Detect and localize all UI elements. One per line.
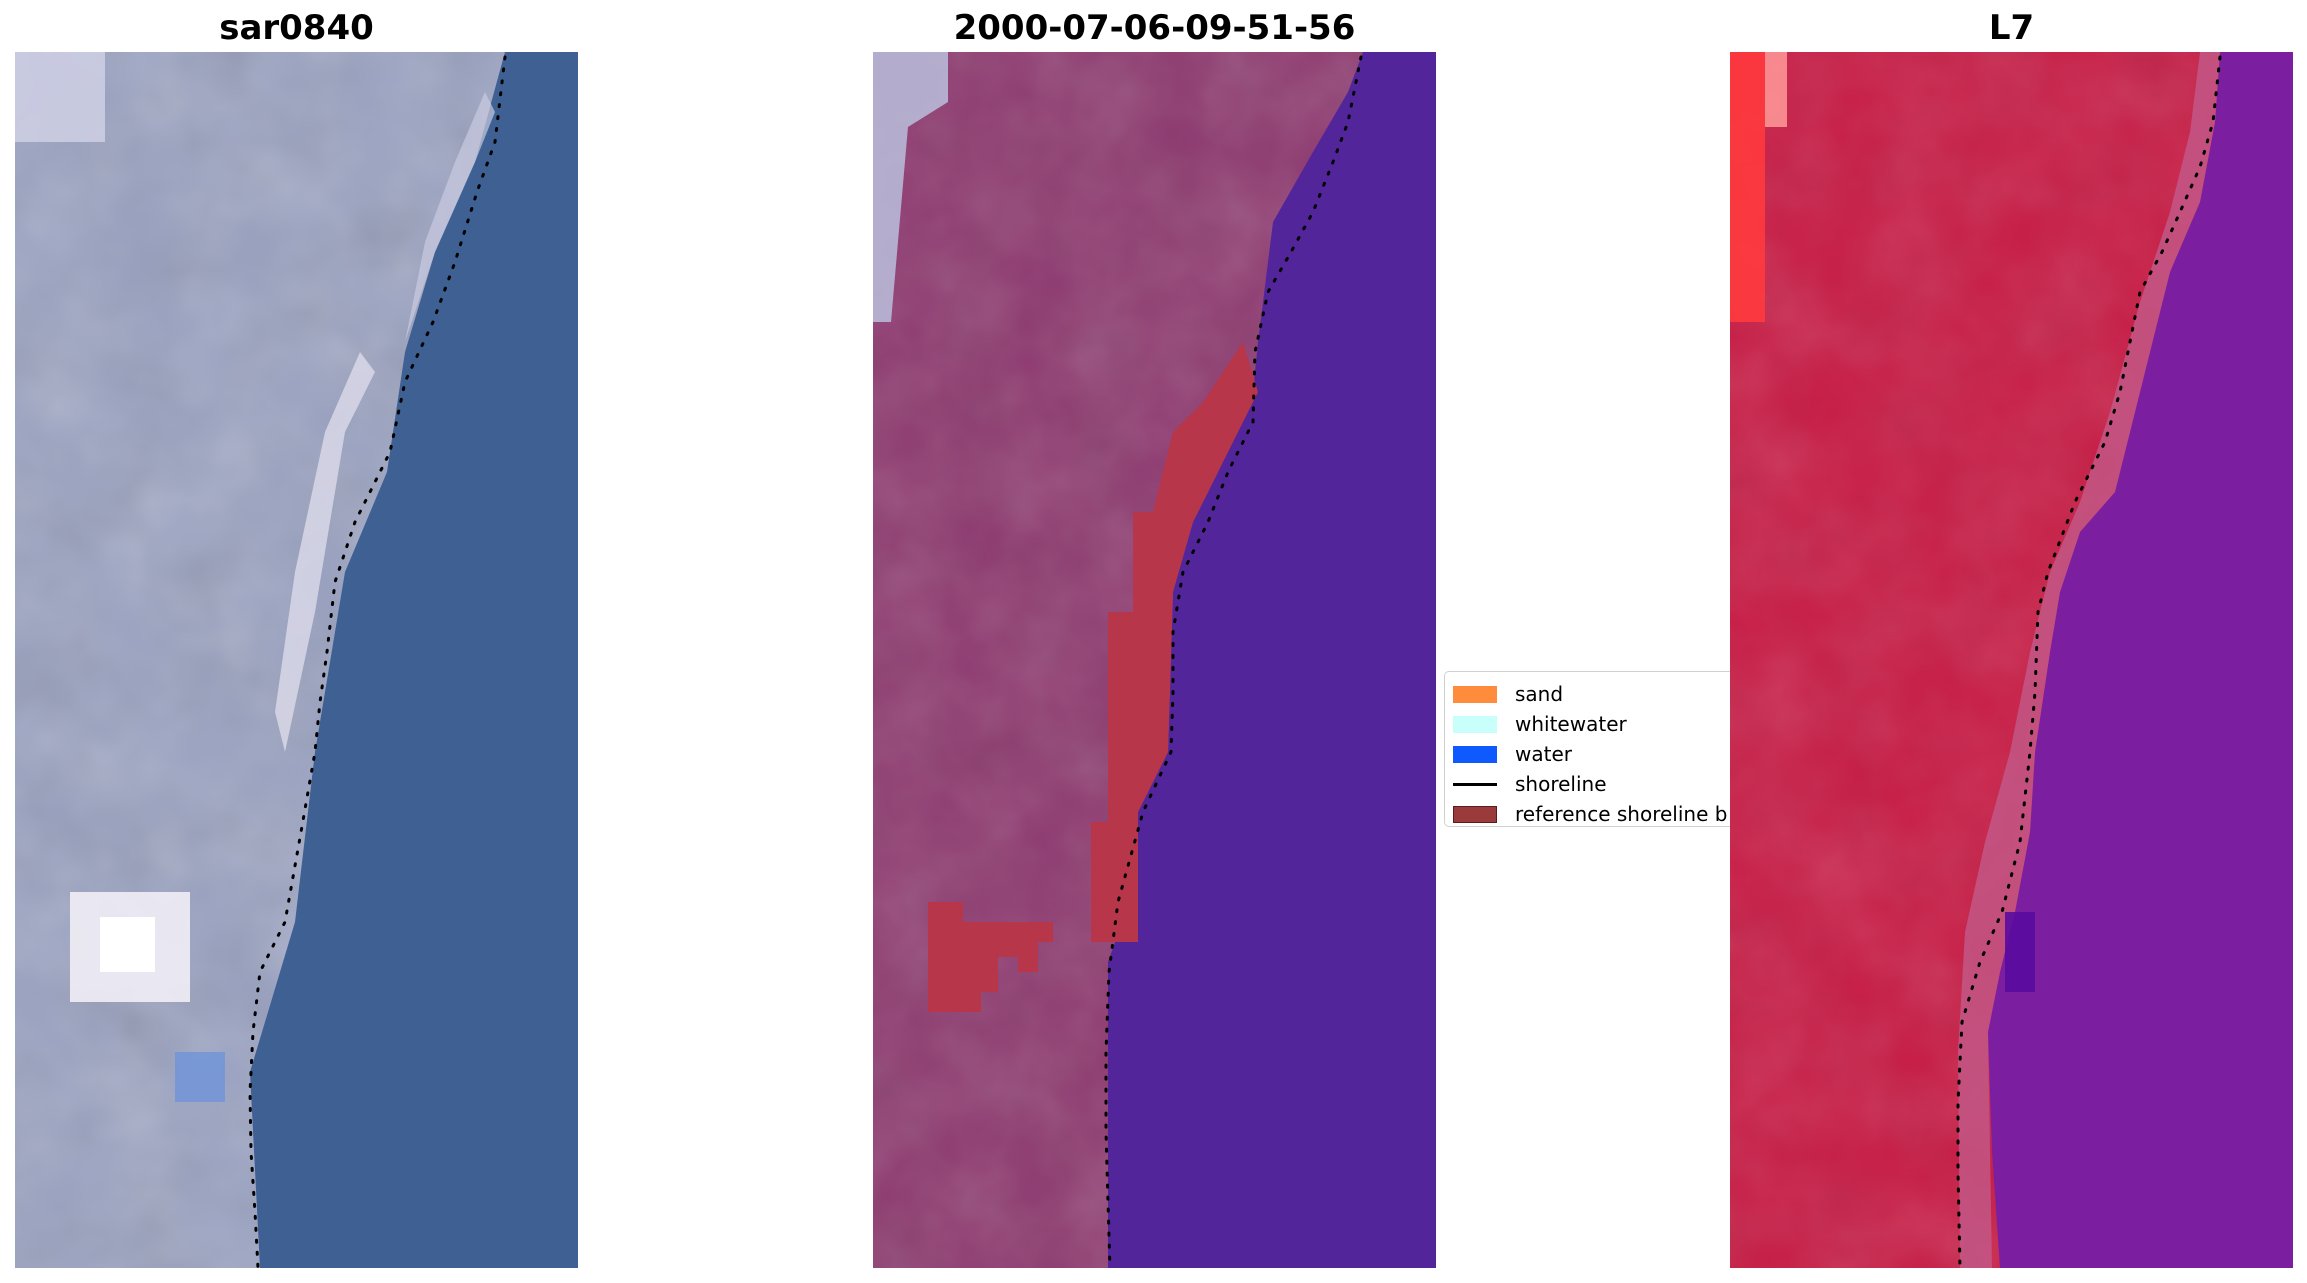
rgb-satellite-image xyxy=(15,52,578,1268)
legend-label-sand: sand xyxy=(1515,682,1564,706)
light-red-patch xyxy=(1765,52,1787,127)
water-area xyxy=(1988,52,2293,1268)
legend-label-water: water xyxy=(1515,742,1572,766)
rgb-image-canvas xyxy=(15,52,578,1268)
legend-item-shoreline: shoreline xyxy=(1453,772,1607,796)
transition-strip xyxy=(1958,52,2220,1268)
bright-red-strip xyxy=(1730,52,1765,322)
legend-swatch-sand xyxy=(1453,685,1497,703)
unclassified-corner xyxy=(873,52,948,322)
panel-title-rgb: sar0840 xyxy=(219,8,374,48)
panel-title-false-color: L7 xyxy=(1988,8,2035,48)
legend: sand whitewater water shoreline referenc… xyxy=(1444,671,1744,827)
shoreline-middle xyxy=(1104,55,1363,1268)
water-area xyxy=(250,52,578,1268)
beach-strip xyxy=(405,92,495,342)
legend-item-sand: sand xyxy=(1453,682,1563,706)
legend-item-reference-shoreline: reference shoreline b xyxy=(1453,802,1727,826)
dark-water-patch xyxy=(2005,912,2035,992)
false-color-image-canvas xyxy=(1730,52,2293,1268)
blue-patch xyxy=(175,1052,225,1102)
legend-swatch-water xyxy=(1453,745,1497,763)
legend-swatch-whitewater xyxy=(1453,715,1497,733)
panel-title-classified: 2000-07-06-09-51-56 xyxy=(953,8,1356,48)
legend-line-shoreline xyxy=(1453,782,1497,786)
buffer-patch xyxy=(928,902,1053,1012)
classified-image xyxy=(873,52,1436,1268)
legend-label-whitewater: whitewater xyxy=(1515,712,1627,736)
legend-item-water: water xyxy=(1453,742,1572,766)
legend-label-shoreline: shoreline xyxy=(1515,772,1607,796)
water-area xyxy=(1108,52,1436,1268)
legend-label-reference-shoreline: reference shoreline b xyxy=(1515,802,1728,826)
reference-shoreline-buffer xyxy=(1091,342,1258,942)
legend-item-whitewater: whitewater xyxy=(1453,712,1627,736)
sand-bar xyxy=(275,352,375,752)
classified-image-canvas xyxy=(873,52,1436,1268)
corner-bright xyxy=(15,52,105,142)
false-color-image xyxy=(1730,52,2293,1268)
shoreline-left xyxy=(248,55,507,1268)
legend-swatch-reference-shoreline xyxy=(1453,805,1497,823)
white-patch xyxy=(100,917,155,972)
